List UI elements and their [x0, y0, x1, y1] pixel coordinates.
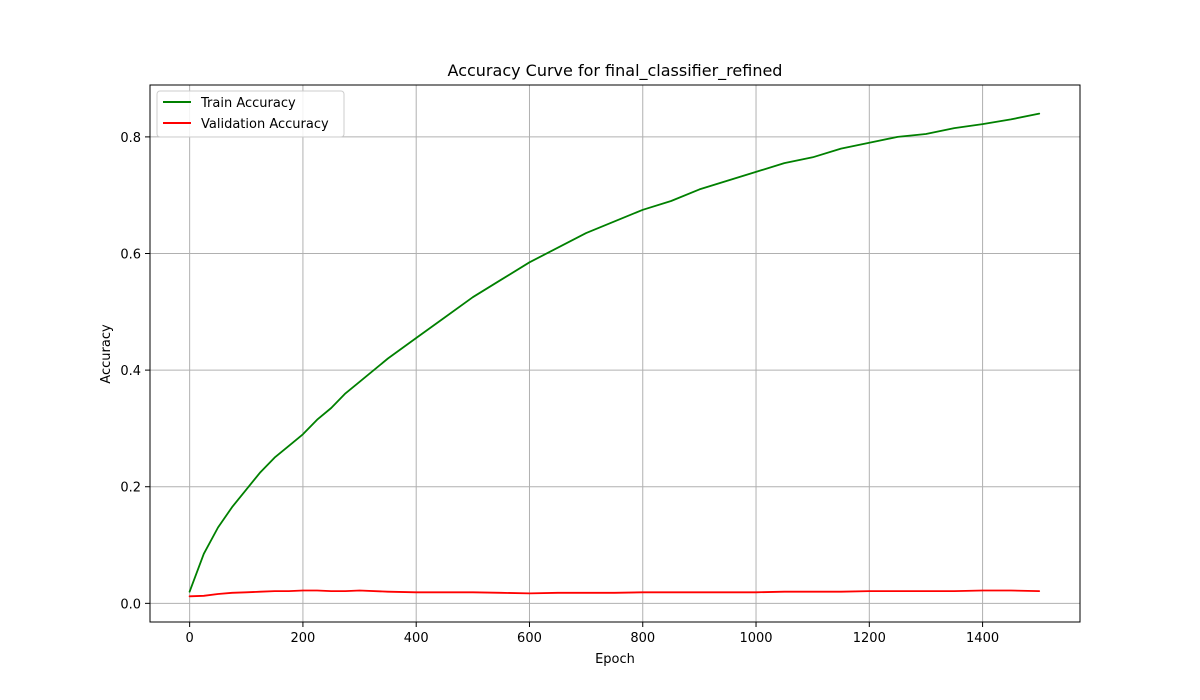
x-tick-label: 0	[186, 631, 194, 646]
x-tick-label: 600	[517, 631, 542, 646]
x-tick-label: 800	[630, 631, 655, 646]
x-tick-label: 1400	[966, 631, 999, 646]
y-tick-label: 0.8	[120, 131, 141, 146]
plot-frame	[149, 84, 1081, 623]
grid	[150, 85, 1080, 622]
x-tick-label: 1200	[853, 631, 886, 646]
legend-box	[156, 90, 345, 138]
train-accuracy-line	[188, 112, 1041, 593]
x-tick-label: 200	[291, 631, 316, 646]
chart-title: Accuracy Curve for final_classifier_refi…	[448, 61, 783, 81]
x-axis-label: Epoch	[595, 652, 635, 667]
validation-accuracy-line	[188, 589, 1041, 598]
y-tick-label: 0.4	[120, 364, 141, 379]
axis-ticks: 0 200 400 600 800 1000 1200 1400 0.0 0.2 0.4 0.6 0.8	[120, 131, 999, 646]
y-tick-label: 0.0	[120, 597, 141, 612]
x-tick-label: 1000	[739, 631, 772, 646]
y-tick-label: 0.2	[120, 481, 141, 496]
x-tick-label: 400	[404, 631, 429, 646]
y-tick-label: 0.6	[120, 248, 141, 263]
legend-label-validation: Validation Accuracy	[201, 117, 329, 132]
legend: Train Accuracy Validation Accuracy	[156, 90, 345, 138]
y-axis-label: Accuracy	[99, 324, 114, 384]
legend-label-train: Train Accuracy	[200, 96, 296, 111]
plot-lines	[188, 112, 1041, 598]
